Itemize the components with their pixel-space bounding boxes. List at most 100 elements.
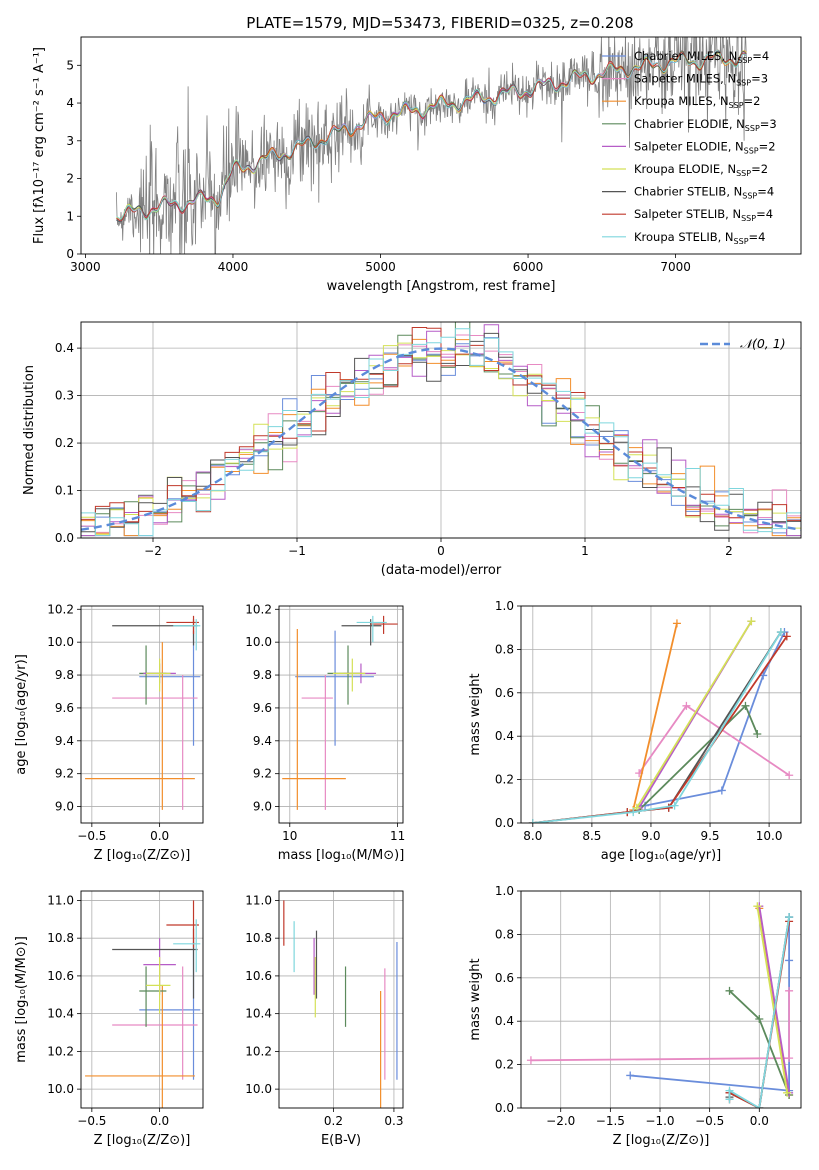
weight-point-salp_miles bbox=[526, 1056, 535, 1065]
y-axis-label: mass weight bbox=[468, 673, 483, 755]
y-tick-label: 0.2 bbox=[55, 436, 74, 450]
legend-label-salp_stelib: Salpeter STELIB, NSSP=4 bbox=[634, 207, 773, 223]
x-tick-label: −1 bbox=[288, 544, 306, 558]
y-axis-label: age [log₁₀(age/yr)] bbox=[14, 654, 29, 775]
model-spectrum-krou_stelib bbox=[116, 50, 747, 221]
y-tick-label: 9.6 bbox=[253, 701, 272, 715]
weight-point-krou_miles bbox=[672, 619, 681, 628]
y-tick-label: 0.8 bbox=[495, 642, 514, 656]
y-tick-label: 10.2 bbox=[47, 602, 74, 616]
y-tick-label: 1.0 bbox=[495, 884, 514, 898]
legend-label-chab_stelib: Chabrier STELIB, NSSP=4 bbox=[634, 185, 774, 201]
y-tick-label: 9.0 bbox=[253, 800, 272, 814]
weight-point-krou_stelib bbox=[776, 628, 785, 637]
plot-area-spectrum bbox=[116, 37, 747, 254]
y-tick-label: 10.2 bbox=[245, 602, 272, 616]
y-tick-label: 1.0 bbox=[495, 599, 514, 613]
x-axis-label: Z [log₁₀(Z/Z⊙)] bbox=[94, 1133, 191, 1148]
x-tick-label: 0 bbox=[437, 544, 445, 558]
weight-point-krou_stelib bbox=[725, 1086, 734, 1095]
x-axis-label: mass [log₁₀(M/M⊙)] bbox=[278, 848, 405, 863]
y-tick-label: 5 bbox=[66, 58, 74, 72]
x-tick-label: −2.0 bbox=[546, 1114, 575, 1128]
panel-z_mass: −0.5 0.0 10.0 10.2 10.4 10.6 10.8 11.0 Z [log₁₀(… bbox=[14, 890, 204, 1148]
legend-label-krou_stelib: Kroupa STELIB, NSSP=4 bbox=[634, 230, 765, 246]
x-tick-label: 11 bbox=[390, 829, 405, 843]
y-tick-label: 10.4 bbox=[245, 1007, 272, 1021]
weight-line-salp_elodie bbox=[758, 906, 790, 1093]
axes-frame-z_mass bbox=[80, 890, 204, 1109]
x-tick-label: 10 bbox=[282, 829, 297, 843]
y-tick-label: 0.4 bbox=[55, 341, 74, 355]
x-tick-label: 0.3 bbox=[384, 1114, 403, 1128]
panel-spectrum: 3000 4000 5000 6000 7000 0 1 2 3 4 5 wavelength [An… bbox=[32, 36, 802, 294]
x-axis-label: E(B-V) bbox=[321, 1133, 361, 1148]
legend-label-chab_elodie: Chabrier ELODIE, NSSP=3 bbox=[634, 117, 777, 133]
y-tick-label: 0.2 bbox=[495, 773, 514, 787]
normal-reference-curve bbox=[81, 347, 801, 531]
y-axis-label: Normed distribution bbox=[22, 365, 37, 495]
weight-point-krou_elodie bbox=[783, 1088, 792, 1097]
figure-title: PLATE=1579, MJD=53473, FIBERID=0325, z=0… bbox=[246, 14, 633, 32]
x-axis-label: age [log₁₀(age/yr)] bbox=[601, 848, 722, 863]
y-tick-label: 0.6 bbox=[495, 971, 514, 985]
plot-area-z_mass bbox=[85, 900, 201, 1108]
weight-point-chab_elodie bbox=[753, 730, 762, 739]
model-spectrum-chab_stelib bbox=[116, 50, 747, 223]
y-tick-label: 0.4 bbox=[495, 1014, 514, 1028]
y-tick-label: 0.0 bbox=[495, 1101, 514, 1115]
y-tick-label: 10.0 bbox=[245, 635, 272, 649]
weight-point-salp_miles bbox=[785, 1054, 794, 1063]
y-axis-label: Flux [fλ10⁻¹⁷ erg cm⁻² s⁻¹ A⁻¹] bbox=[32, 47, 47, 244]
axes-frame-mass_age bbox=[278, 605, 404, 824]
y-tick-label: 10.4 bbox=[47, 1007, 74, 1021]
y-tick-label: 9.4 bbox=[253, 734, 272, 748]
y-tick-label: 0 bbox=[66, 247, 74, 261]
plot-area-residuals bbox=[81, 322, 801, 538]
y-tick-label: 9.2 bbox=[253, 767, 272, 781]
weight-point-krou_stelib bbox=[725, 1095, 734, 1104]
y-tick-label: 10.8 bbox=[245, 931, 272, 945]
weight-point-krou_stelib bbox=[528, 819, 537, 823]
y-axis-label: mass [log₁₀(M/M⊙)] bbox=[14, 936, 29, 1063]
weight-point-krou_stelib bbox=[755, 1104, 764, 1108]
weight-line-krou_miles bbox=[632, 623, 678, 811]
x-axis-label: Z [log₁₀(Z/Z⊙)] bbox=[613, 1133, 710, 1148]
weight-point-salp_miles bbox=[785, 771, 794, 780]
x-tick-label: 0.0 bbox=[750, 1114, 769, 1128]
axes-frame-z_weight bbox=[520, 890, 802, 1109]
x-tick-label: −0.5 bbox=[77, 829, 106, 843]
y-tick-label: 9.6 bbox=[55, 701, 74, 715]
axes-frame-ebv_mass bbox=[278, 890, 404, 1109]
y-tick-label: 10.0 bbox=[47, 635, 74, 649]
histogram-krou_stelib bbox=[81, 328, 801, 538]
axes-frame-spectrum bbox=[80, 36, 802, 255]
axes-frame-z_age bbox=[80, 605, 204, 824]
y-tick-label: 9.8 bbox=[253, 668, 272, 682]
y-tick-label: 11.0 bbox=[245, 893, 272, 907]
y-tick-label: 9.8 bbox=[55, 668, 74, 682]
x-tick-label: −0.5 bbox=[77, 1114, 106, 1128]
weight-point-chab_elodie bbox=[741, 701, 750, 710]
x-tick-label: −0.5 bbox=[695, 1114, 724, 1128]
y-tick-label: 0.0 bbox=[55, 531, 74, 545]
x-tick-label: −1.5 bbox=[596, 1114, 625, 1128]
y-tick-label: 9.4 bbox=[55, 734, 74, 748]
x-tick-label: 6000 bbox=[513, 260, 544, 274]
weight-point-chab_miles bbox=[626, 1071, 635, 1080]
x-tick-label: 0.2 bbox=[324, 1114, 343, 1128]
x-tick-label: 3000 bbox=[70, 260, 101, 274]
panel-z_age: −0.5 0.0 9.0 9.2 9.4 9.6 9.8 10.0 10.2 Z [log₁₀(Z… bbox=[14, 602, 204, 863]
x-axis-label: (data-model)/error bbox=[381, 563, 502, 578]
weight-point-krou_elodie bbox=[753, 902, 762, 911]
x-tick-label: −2 bbox=[144, 544, 162, 558]
y-tick-label: 0.6 bbox=[495, 686, 514, 700]
panel-z_weight: −2.0 −1.5 −1.0 −0.5 0.0 0.0 0.2 0.4 0.6 0.8 1.0 Z [… bbox=[468, 884, 802, 1148]
y-tick-label: 0.3 bbox=[55, 389, 74, 403]
x-tick-label: 8.5 bbox=[582, 829, 601, 843]
y-tick-label: 10.2 bbox=[47, 1044, 74, 1058]
y-tick-label: 0.4 bbox=[495, 729, 514, 743]
weight-point-chab_elodie bbox=[755, 1015, 764, 1024]
x-tick-label: 2 bbox=[725, 544, 733, 558]
y-tick-label: 10.0 bbox=[245, 1082, 272, 1096]
